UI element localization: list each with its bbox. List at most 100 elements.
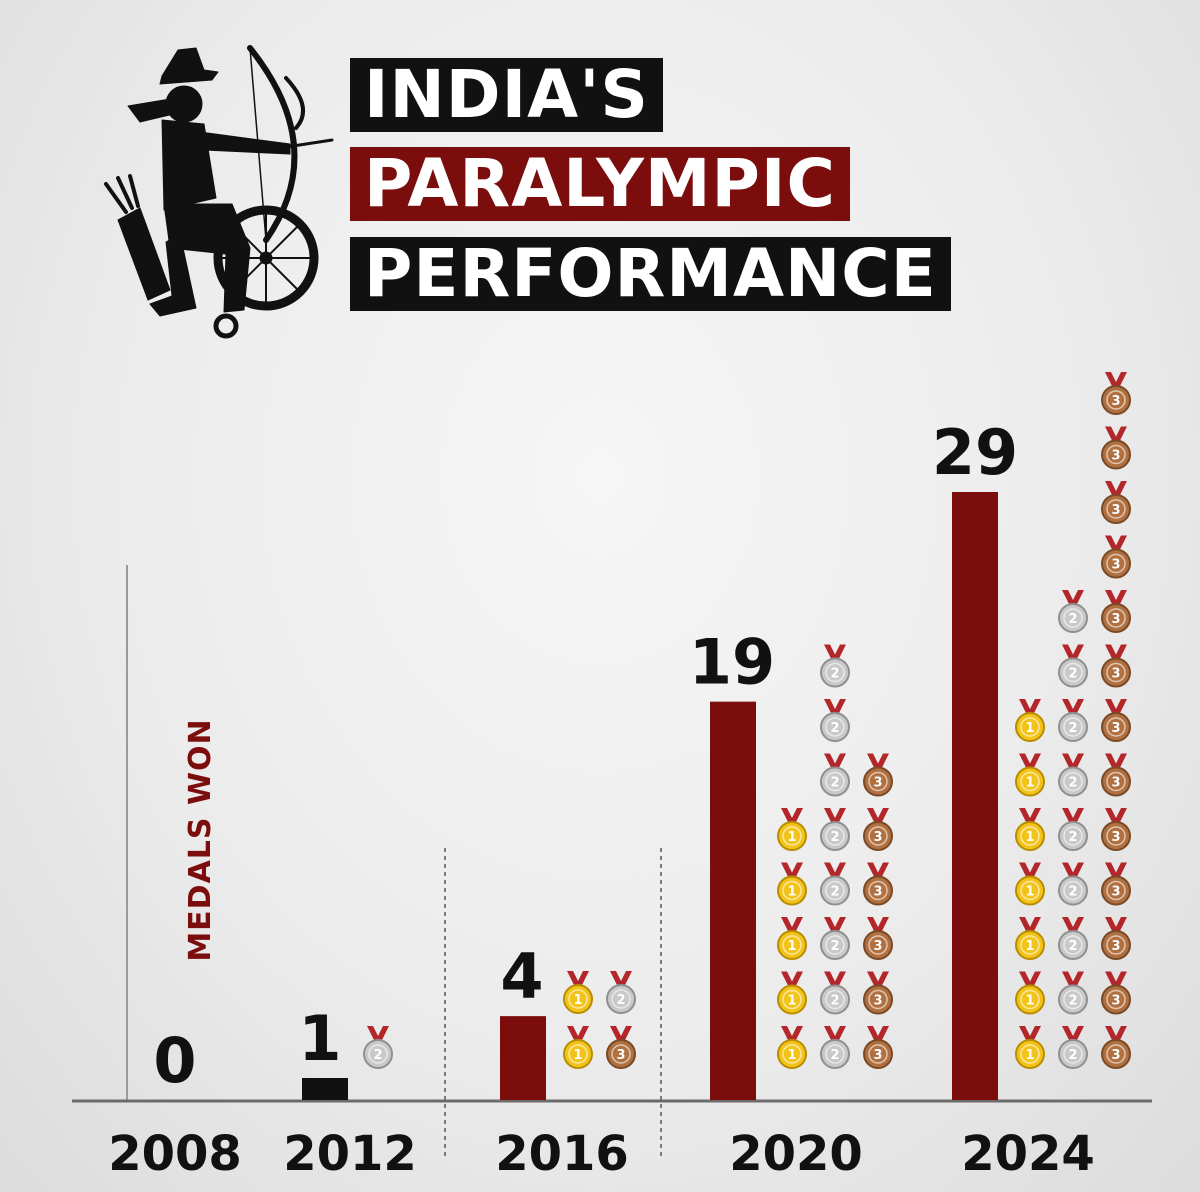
bronze-medal-icon: 3	[1101, 971, 1131, 1015]
medal-rank-label: 2	[616, 993, 625, 1008]
medal-rank-label: 3	[873, 830, 882, 845]
silver-medal-icon: 2	[820, 971, 850, 1015]
bronze-medal-icon: 3	[863, 753, 893, 797]
silver-medal-icon: 2	[820, 753, 850, 797]
silver-medal-icon: 2	[1058, 862, 1088, 906]
silver-medal-icon: 2	[363, 1026, 393, 1069]
gold-medal-icon: 1	[777, 862, 807, 906]
gold-medal-icon: 1	[1015, 862, 1045, 906]
silver-medal-icon: 2	[1058, 971, 1088, 1015]
value-label-2008: 0	[153, 1024, 196, 1097]
medal-rank-label: 2	[830, 1048, 839, 1063]
medal-rank-label: 2	[1068, 612, 1077, 627]
gold-medal-icon: 1	[563, 971, 593, 1014]
bronze-medal-icon: 3	[1101, 699, 1131, 742]
year-label-2024: 2024	[961, 1126, 1095, 1182]
medal-rank-label: 1	[1025, 721, 1034, 736]
medal-rank-label: 2	[830, 830, 839, 845]
silver-medal-icon: 2	[820, 699, 850, 742]
medal-rank-label: 2	[1068, 721, 1077, 736]
medal-rank-label: 1	[1025, 1048, 1034, 1063]
medal-rank-label: 3	[873, 885, 882, 900]
wheelchair-archer-icon	[104, 45, 334, 339]
bar-2024	[952, 492, 998, 1100]
gold-medal-icon: 1	[1015, 1026, 1045, 1069]
medal-rank-label: 3	[873, 776, 882, 791]
medal-rank-label: 3	[1111, 776, 1120, 791]
silver-medal-icon: 2	[820, 808, 850, 851]
medal-rank-label: 2	[830, 939, 839, 954]
silver-medal-icon: 2	[1058, 699, 1088, 742]
gold-medal-icon: 1	[777, 917, 807, 960]
bronze-medal-icon: 3	[1101, 590, 1131, 633]
medal-rank-label: 3	[1111, 994, 1120, 1009]
medal-rank-label: 1	[573, 993, 582, 1008]
bronze-medal-icon: 3	[1101, 862, 1131, 906]
gold-medal-icon: 1	[1015, 699, 1045, 742]
gold-medal-icon: 1	[777, 1026, 807, 1069]
medal-rank-label: 1	[1025, 994, 1034, 1009]
silver-medal-icon: 2	[1058, 1026, 1088, 1069]
medal-rank-label: 1	[787, 1048, 796, 1063]
bronze-medal-icon: 3	[606, 1026, 636, 1069]
medal-rank-label: 2	[830, 994, 839, 1009]
bronze-medal-icon: 3	[863, 917, 893, 960]
value-label-2016: 4	[500, 940, 543, 1013]
medal-rank-label: 3	[1111, 449, 1120, 464]
value-label-2012: 1	[298, 1002, 341, 1075]
medal-rank-label: 3	[1111, 503, 1120, 518]
medal-rank-label: 1	[573, 1048, 582, 1063]
value-label-2020: 19	[689, 626, 775, 699]
bronze-medal-icon: 3	[1101, 481, 1131, 524]
medal-rank-label: 2	[1068, 776, 1077, 791]
bronze-medal-icon: 3	[863, 971, 893, 1015]
bronze-medal-icon: 3	[1101, 426, 1131, 470]
silver-medal-icon: 2	[820, 644, 850, 688]
medal-rank-label: 2	[1068, 667, 1077, 682]
medal-rank-label: 2	[830, 667, 839, 682]
bronze-medal-icon: 3	[1101, 1026, 1131, 1069]
medal-rank-label: 3	[1111, 667, 1120, 682]
medal-rank-label: 1	[787, 830, 796, 845]
bronze-medal-icon: 3	[1101, 535, 1131, 579]
medal-rank-label: 2	[830, 885, 839, 900]
gold-medal-icon: 1	[1015, 808, 1045, 851]
medal-rank-label: 3	[873, 939, 882, 954]
silver-medal-icon: 2	[820, 1026, 850, 1069]
medal-rank-label: 3	[1111, 830, 1120, 845]
value-label-2024: 29	[932, 416, 1018, 489]
gold-medal-icon: 1	[1015, 917, 1045, 960]
bronze-medal-icon: 3	[1101, 917, 1131, 960]
silver-medal-icon: 2	[1058, 644, 1088, 688]
year-label-2016: 2016	[495, 1126, 629, 1182]
silver-medal-icon: 2	[1058, 917, 1088, 960]
title-line-3: PERFORMANCE	[350, 237, 951, 311]
medal-rank-label: 2	[1068, 1048, 1077, 1063]
gold-medal-icon: 1	[563, 1026, 593, 1069]
bronze-medal-icon: 3	[863, 862, 893, 906]
bronze-medal-icon: 3	[863, 1026, 893, 1069]
year-label-2012: 2012	[283, 1126, 417, 1182]
bar-2012	[302, 1078, 348, 1100]
medal-rank-label: 1	[1025, 939, 1034, 954]
medal-rank-label: 3	[1111, 394, 1120, 409]
medal-rank-label: 3	[873, 1048, 882, 1063]
silver-medal-icon: 2	[1058, 808, 1088, 851]
medal-rank-label: 3	[1111, 885, 1120, 900]
bar-2020	[710, 701, 756, 1100]
silver-medal-icon: 2	[1058, 590, 1088, 633]
medal-rank-label: 1	[1025, 885, 1034, 900]
medal-rank-label: 2	[1068, 939, 1077, 954]
bronze-medal-icon: 3	[1101, 753, 1131, 797]
medal-rank-label: 3	[1111, 939, 1120, 954]
bronze-medal-icon: 3	[1101, 372, 1131, 415]
medal-rank-label: 2	[830, 721, 839, 736]
medal-rank-label: 2	[1068, 830, 1077, 845]
medal-rank-label: 2	[1068, 885, 1077, 900]
gold-medal-icon: 1	[777, 971, 807, 1015]
bronze-medal-icon: 3	[1101, 808, 1131, 851]
title-line-2: PARALYMPIC	[350, 147, 850, 221]
medal-rank-label: 2	[1068, 994, 1077, 1009]
medal-rank-label: 1	[787, 939, 796, 954]
